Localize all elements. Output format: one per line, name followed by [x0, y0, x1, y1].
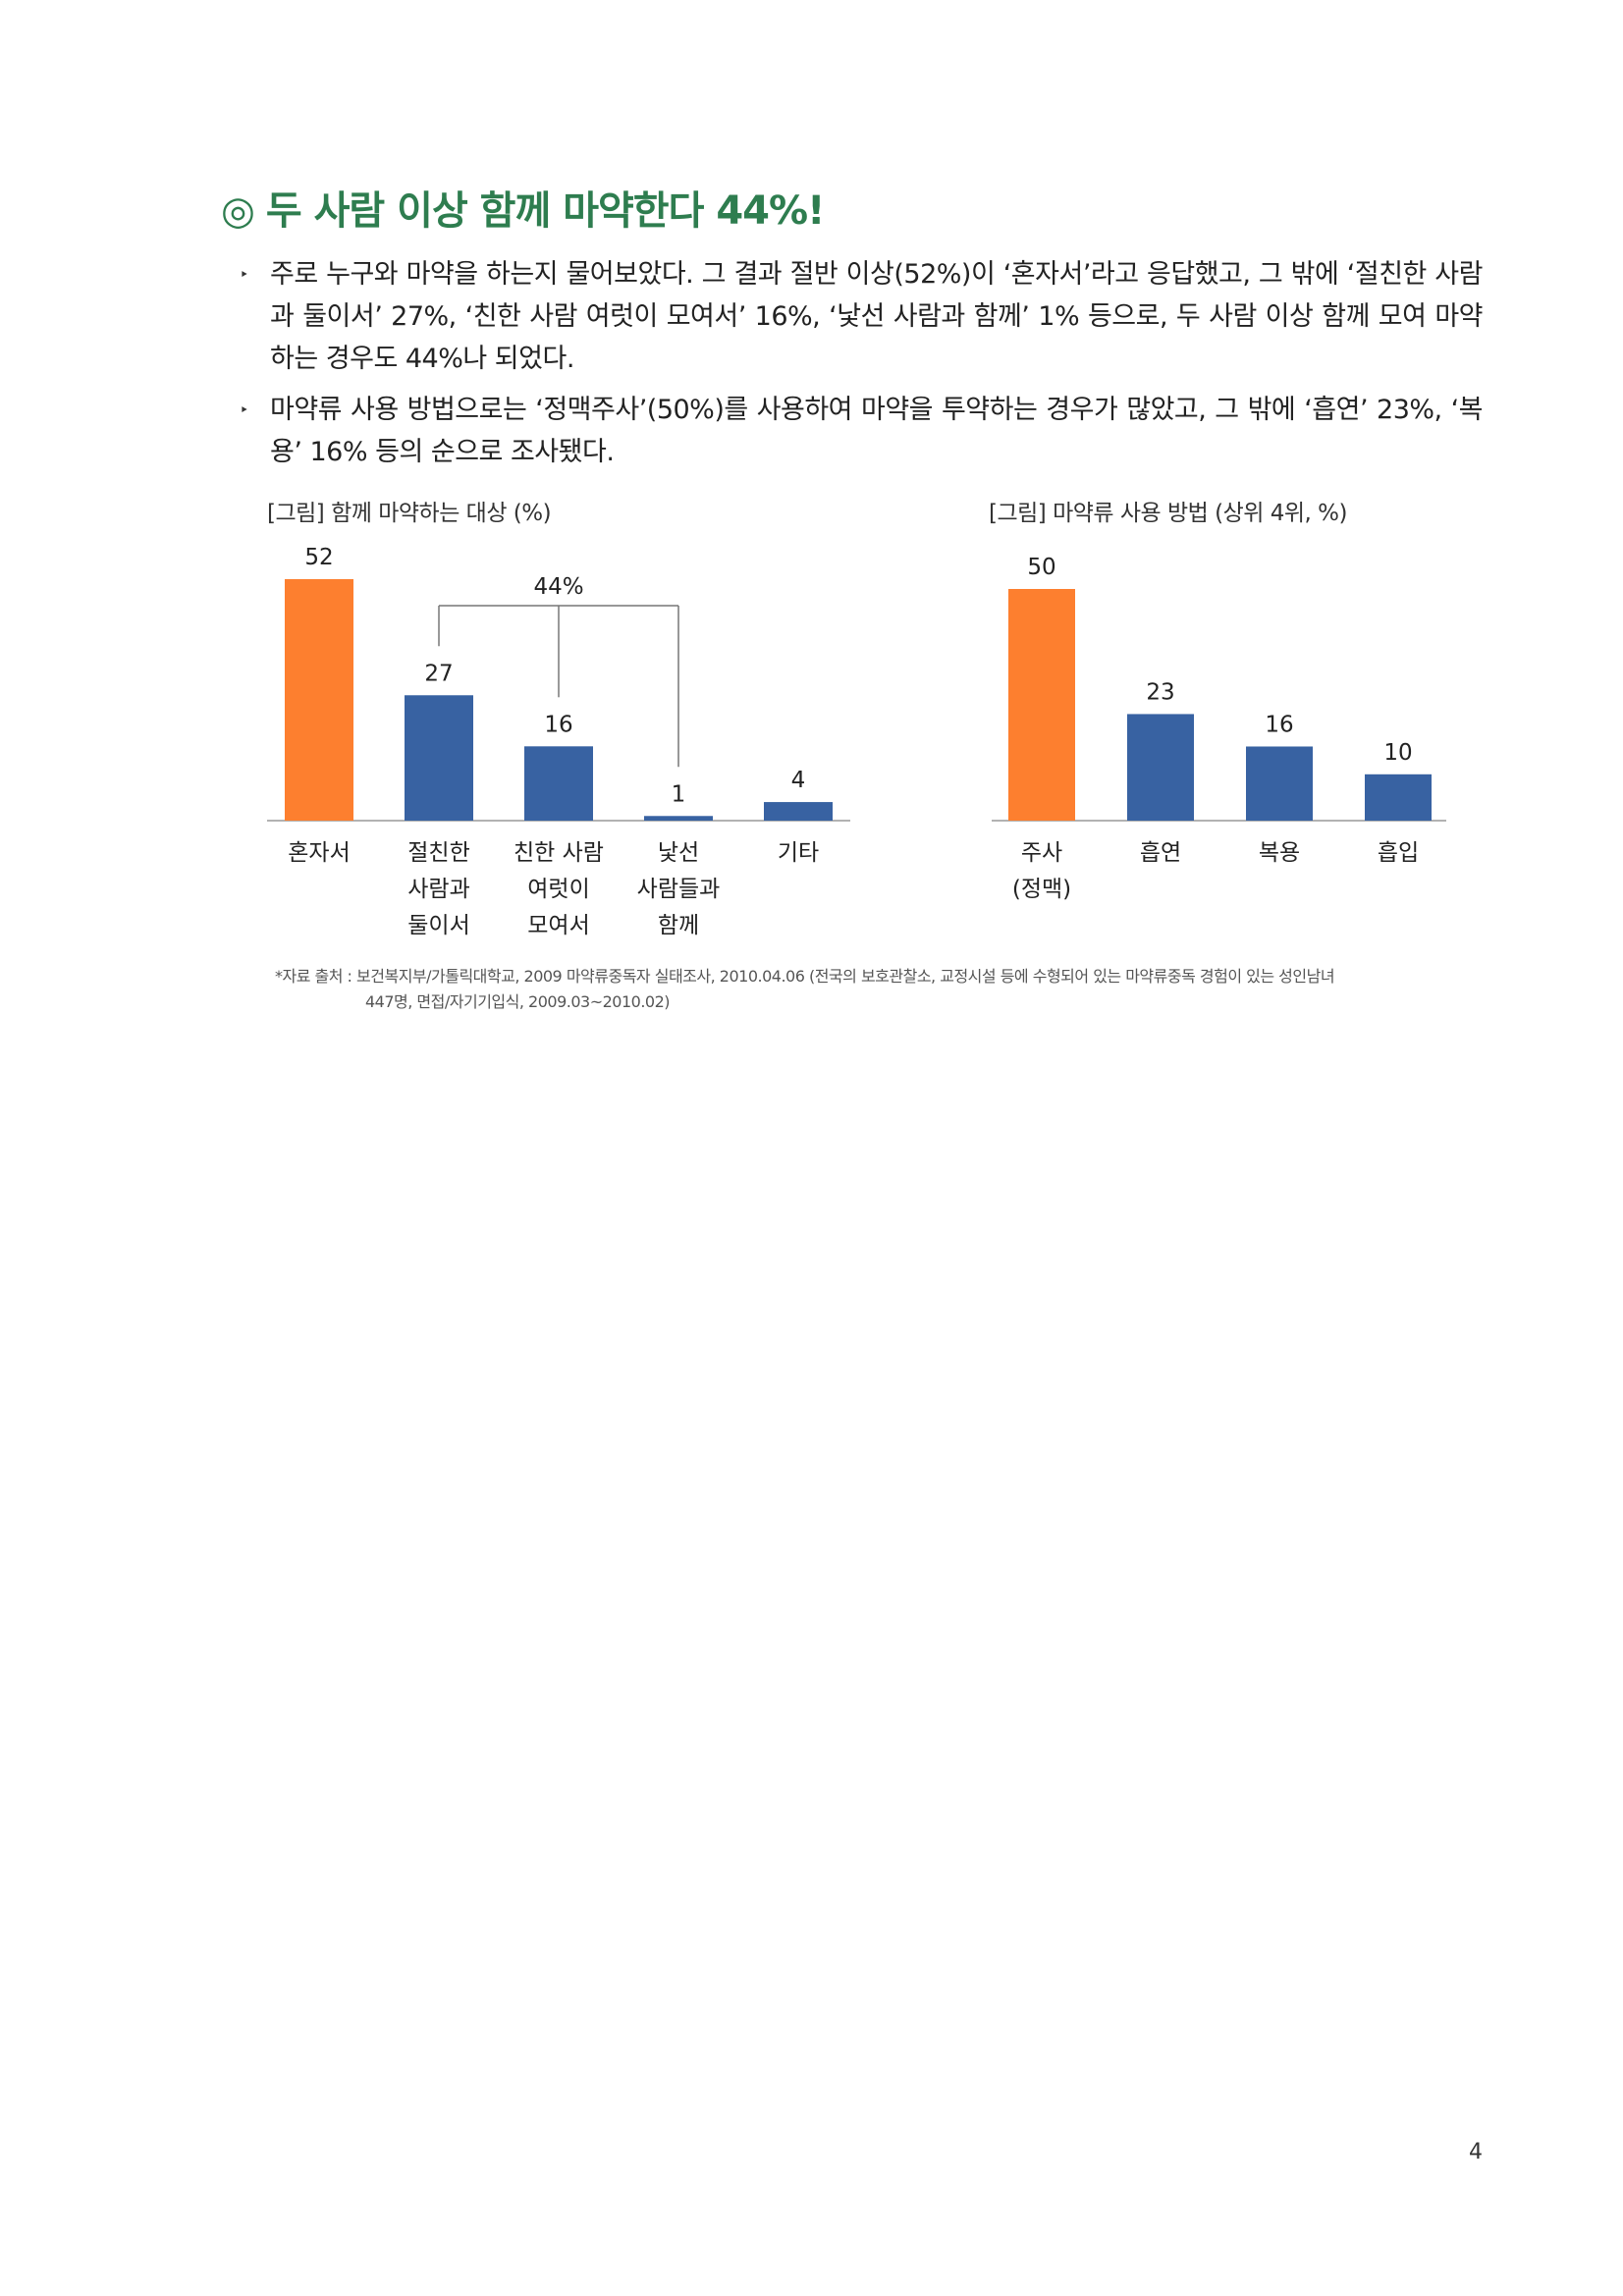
- companions-category-label: 기타: [778, 840, 819, 866]
- companions-category-label: 절친한: [407, 840, 469, 866]
- companions-category-label: 친한 사람: [514, 840, 604, 866]
- methods-bar: [1365, 774, 1432, 821]
- methods-category-label: (정맥): [1012, 877, 1071, 902]
- companions-bar: [644, 816, 713, 821]
- companions-value-label: 16: [544, 712, 572, 737]
- companions-value-label: 1: [672, 781, 686, 807]
- triangle-bullet-icon: ‣: [240, 265, 248, 284]
- chart-title-methods: [그림] 마약류 사용 방법 (상위 4위, %): [989, 501, 1347, 526]
- methods-category-label: 흡입: [1378, 840, 1419, 866]
- methods-bar: [1127, 714, 1194, 821]
- methods-category-label: 복용: [1259, 840, 1300, 866]
- companions-bar: [285, 579, 353, 821]
- companions-category-label: 사람과: [407, 877, 469, 902]
- triangle-bullet-icon: ‣: [240, 400, 248, 419]
- bullet-text: 주로 누구와 마약을 하는지 물어보았다. 그 결과 절반 이상(52%)이 ‘…: [270, 259, 1484, 374]
- methods-value-label: 50: [1027, 555, 1055, 580]
- bullet-list: ‣ 주로 누구와 마약을 하는지 물어보았다. 그 결과 절반 이상(52%)이…: [236, 253, 1484, 482]
- double-circle-icon: ◎: [221, 188, 255, 234]
- companions-bar: [524, 746, 593, 821]
- methods-value-label: 16: [1265, 712, 1293, 737]
- companions-bar: [405, 695, 473, 821]
- bullet-item: ‣ 마약류 사용 방법으로는 ‘정맥주사’(50%)를 사용하여 마약을 투약하…: [236, 389, 1484, 473]
- companions-category-label: 둘이서: [407, 913, 469, 938]
- companions-bar: [764, 802, 833, 821]
- companions-category-label: 사람들과: [637, 877, 721, 902]
- methods-category-label: 주사: [1021, 840, 1062, 866]
- companions-category-label: 함께: [658, 913, 699, 938]
- source-line-1: *자료 출처 : 보건복지부/가톨릭대학교, 2009 마약류중독자 실태조사,…: [275, 967, 1335, 986]
- methods-bar: [1008, 589, 1075, 821]
- companions-value-label: 27: [424, 661, 453, 686]
- section-heading: ◎ 두 사람 이상 함께 마약한다 44%!: [221, 179, 825, 236]
- companions-category-label: 낯선: [658, 840, 699, 866]
- companions-category-label: 여럿이: [527, 877, 589, 902]
- source-line-2: 447명, 면접/자기기입식, 2009.03~2010.02): [365, 992, 671, 1011]
- methods-bar: [1246, 746, 1313, 821]
- methods-value-label: 23: [1146, 679, 1174, 705]
- page-number: 4: [1469, 2140, 1483, 2164]
- companions-annotation-label: 44%: [533, 574, 583, 600]
- methods-value-label: 10: [1383, 740, 1412, 766]
- source-note: *자료 출처 : 보건복지부/가톨릭대학교, 2009 마약류중독자 실태조사,…: [275, 964, 1492, 1015]
- companions-category-label: 모여서: [527, 913, 589, 938]
- companions-value-label: 52: [304, 545, 333, 570]
- methods-category-label: 흡연: [1140, 840, 1181, 866]
- bullet-item: ‣ 주로 누구와 마약을 하는지 물어보았다. 그 결과 절반 이상(52%)이…: [236, 253, 1484, 380]
- heading-text: 두 사람 이상 함께 마약한다 44%!: [265, 188, 825, 234]
- chart-title-companions: [그림] 함께 마약하는 대상 (%): [267, 501, 552, 526]
- companions-value-label: 4: [791, 768, 806, 793]
- companions-category-label: 혼자서: [288, 840, 350, 866]
- bullet-text: 마약류 사용 방법으로는 ‘정맥주사’(50%)를 사용하여 마약을 투약하는 …: [270, 395, 1484, 467]
